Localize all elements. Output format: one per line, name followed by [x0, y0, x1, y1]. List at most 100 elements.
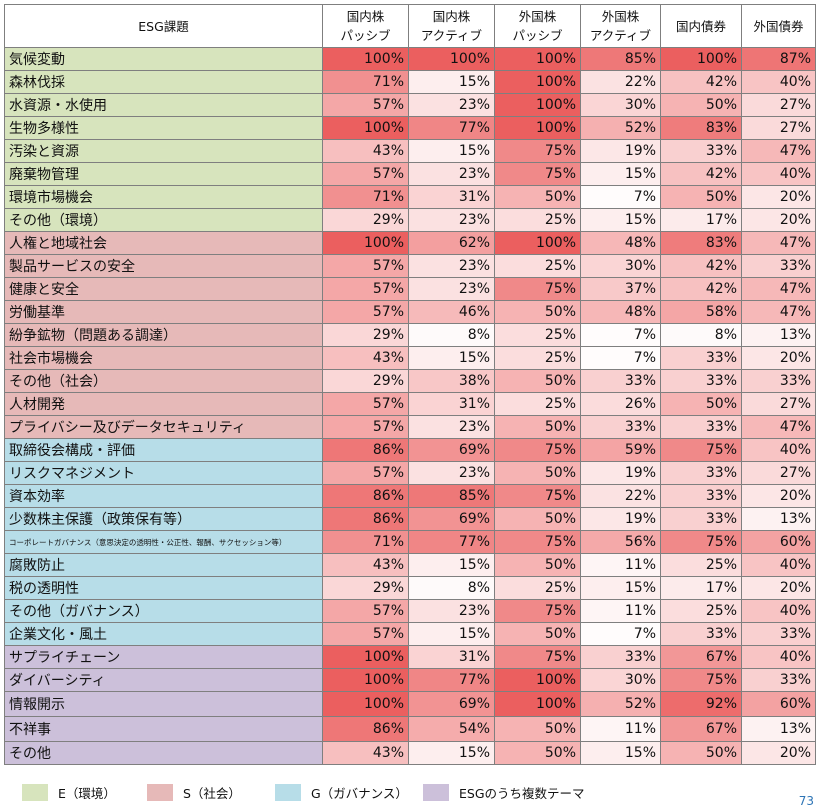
cell-domestic-bonds: 33%	[660, 369, 742, 393]
cell-foreign-bonds: 20%	[741, 208, 816, 232]
legend-label-multiple-themes: ESGのうち複数テーマ	[459, 785, 585, 801]
cell-foreign-equity-passive: 75%	[494, 139, 581, 163]
cell-domestic-bonds: 50%	[660, 741, 742, 765]
cell-foreign-equity-active: 15%	[580, 576, 661, 600]
cell-foreign-equity-active: 30%	[580, 668, 661, 692]
cell-foreign-equity-active: 19%	[580, 139, 661, 163]
table-row: 資本効率 86% 85% 75% 22% 33% 20%	[4, 484, 816, 508]
cell-foreign-bonds: 47%	[741, 277, 816, 301]
cell-foreign-bonds: 40%	[741, 438, 816, 462]
table-row: 企業文化・風土 57% 15% 50% 7% 33% 33%	[4, 622, 816, 646]
cell-domestic-bonds: 17%	[660, 576, 742, 600]
cell-foreign-equity-passive: 75%	[494, 530, 581, 554]
cell-foreign-equity-passive: 25%	[494, 346, 581, 370]
cell-domestic-equity-passive: 86%	[322, 484, 409, 508]
cell-domestic-equity-passive: 57%	[322, 461, 409, 485]
cell-foreign-equity-active: 15%	[580, 208, 661, 232]
header-foreign-equity-active: 外国株 アクティブ	[580, 4, 661, 48]
cell-foreign-bonds: 40%	[741, 645, 816, 669]
cell-foreign-equity-passive: 75%	[494, 599, 581, 623]
cell-foreign-bonds: 40%	[741, 553, 816, 577]
cell-foreign-equity-passive: 50%	[494, 553, 581, 577]
esg-topics-table: ESG課題 国内株 パッシブ 国内株 アクティブ 外国株 パッシブ 外国株 アクティブ …	[4, 4, 816, 765]
cell-domestic-bonds: 8%	[660, 323, 742, 347]
row-topic: 取締役会構成・評価	[4, 438, 323, 462]
table-row: その他（ガバナンス） 57% 23% 75% 11% 25% 40%	[4, 599, 816, 623]
row-topic: 人権と地域社会	[4, 231, 323, 255]
row-topic: 健康と安全	[4, 277, 323, 301]
legend-item-social: S（社会）	[147, 783, 275, 802]
cell-domestic-equity-active: 15%	[408, 553, 495, 577]
cell-foreign-equity-passive: 25%	[494, 323, 581, 347]
cell-domestic-bonds: 67%	[660, 716, 742, 742]
cell-foreign-bonds: 27%	[741, 461, 816, 485]
cell-foreign-equity-passive: 100%	[494, 47, 581, 71]
cell-domestic-bonds: 58%	[660, 300, 742, 324]
cell-foreign-bonds: 27%	[741, 116, 816, 140]
cell-domestic-equity-active: 15%	[408, 70, 495, 94]
cell-foreign-bonds: 20%	[741, 185, 816, 209]
cell-domestic-equity-active: 31%	[408, 392, 495, 416]
cell-domestic-equity-passive: 57%	[322, 622, 409, 646]
row-topic: ダイバーシティ	[4, 668, 323, 692]
cell-foreign-equity-active: 11%	[580, 716, 661, 742]
table-row: コーポレートガバナンス（意思決定の透明性・公正性、報酬、サクセッション等） 71%…	[4, 530, 816, 554]
cell-domestic-equity-active: 15%	[408, 741, 495, 765]
cell-domestic-equity-passive: 100%	[322, 645, 409, 669]
row-topic: 少数株主保護（政策保有等）	[4, 507, 323, 531]
cell-domestic-bonds: 83%	[660, 231, 742, 255]
cell-domestic-bonds: 50%	[660, 392, 742, 416]
table-row: 森林伐採 71% 15% 100% 22% 42% 40%	[4, 70, 816, 94]
cell-foreign-equity-active: 7%	[580, 323, 661, 347]
cell-foreign-equity-active: 33%	[580, 369, 661, 393]
cell-domestic-equity-passive: 86%	[322, 438, 409, 462]
cell-domestic-equity-passive: 100%	[322, 116, 409, 140]
cell-foreign-bonds: 20%	[741, 576, 816, 600]
cell-domestic-equity-active: 38%	[408, 369, 495, 393]
cell-domestic-equity-passive: 43%	[322, 741, 409, 765]
cell-foreign-bonds: 27%	[741, 392, 816, 416]
cell-domestic-equity-passive: 71%	[322, 185, 409, 209]
row-topic: 腐敗防止	[4, 553, 323, 577]
cell-domestic-equity-passive: 57%	[322, 392, 409, 416]
cell-domestic-equity-active: 23%	[408, 599, 495, 623]
legend-label-environment: E（環境）	[58, 785, 116, 801]
cell-foreign-equity-active: 22%	[580, 70, 661, 94]
cell-domestic-equity-passive: 71%	[322, 530, 409, 554]
cell-foreign-equity-passive: 50%	[494, 185, 581, 209]
row-topic: リスクマネジメント	[4, 461, 323, 485]
cell-domestic-equity-active: 15%	[408, 622, 495, 646]
table-row: 少数株主保護（政策保有等） 86% 69% 50% 19% 33% 13%	[4, 507, 816, 531]
row-topic: 社会市場機会	[4, 346, 323, 370]
table-row: ダイバーシティ 100% 77% 100% 30% 75% 33%	[4, 668, 816, 692]
header-foreign-bonds: 外国債券	[741, 4, 816, 48]
cell-foreign-equity-passive: 75%	[494, 438, 581, 462]
cell-foreign-equity-active: 85%	[580, 47, 661, 71]
cell-domestic-equity-passive: 57%	[322, 415, 409, 439]
row-topic: その他（環境）	[4, 208, 323, 232]
table-row: 環境市場機会 71% 31% 50% 7% 50% 20%	[4, 185, 816, 209]
cell-domestic-bonds: 75%	[660, 438, 742, 462]
table-row: 気候変動 100% 100% 100% 85% 100% 87%	[4, 47, 816, 71]
cell-foreign-equity-passive: 75%	[494, 645, 581, 669]
cell-foreign-equity-active: 30%	[580, 254, 661, 278]
cell-foreign-equity-passive: 50%	[494, 741, 581, 765]
cell-foreign-equity-passive: 25%	[494, 576, 581, 600]
cell-foreign-bonds: 40%	[741, 162, 816, 186]
header-domestic-equity-active: 国内株 アクティブ	[408, 4, 495, 48]
row-topic: 企業文化・風土	[4, 622, 323, 646]
cell-foreign-equity-passive: 100%	[494, 116, 581, 140]
cell-domestic-equity-passive: 43%	[322, 346, 409, 370]
table-row: 社会市場機会 43% 15% 25% 7% 33% 20%	[4, 346, 816, 370]
table-row: 取締役会構成・評価 86% 69% 75% 59% 75% 40%	[4, 438, 816, 462]
cell-foreign-equity-passive: 75%	[494, 484, 581, 508]
cell-foreign-equity-passive: 50%	[494, 369, 581, 393]
cell-domestic-equity-passive: 57%	[322, 254, 409, 278]
cell-foreign-equity-passive: 25%	[494, 254, 581, 278]
cell-domestic-bonds: 33%	[660, 139, 742, 163]
cell-domestic-equity-passive: 71%	[322, 70, 409, 94]
cell-foreign-equity-active: 19%	[580, 507, 661, 531]
header-domestic-bonds: 国内債券	[660, 4, 742, 48]
cell-domestic-equity-passive: 43%	[322, 139, 409, 163]
cell-foreign-equity-active: 11%	[580, 553, 661, 577]
